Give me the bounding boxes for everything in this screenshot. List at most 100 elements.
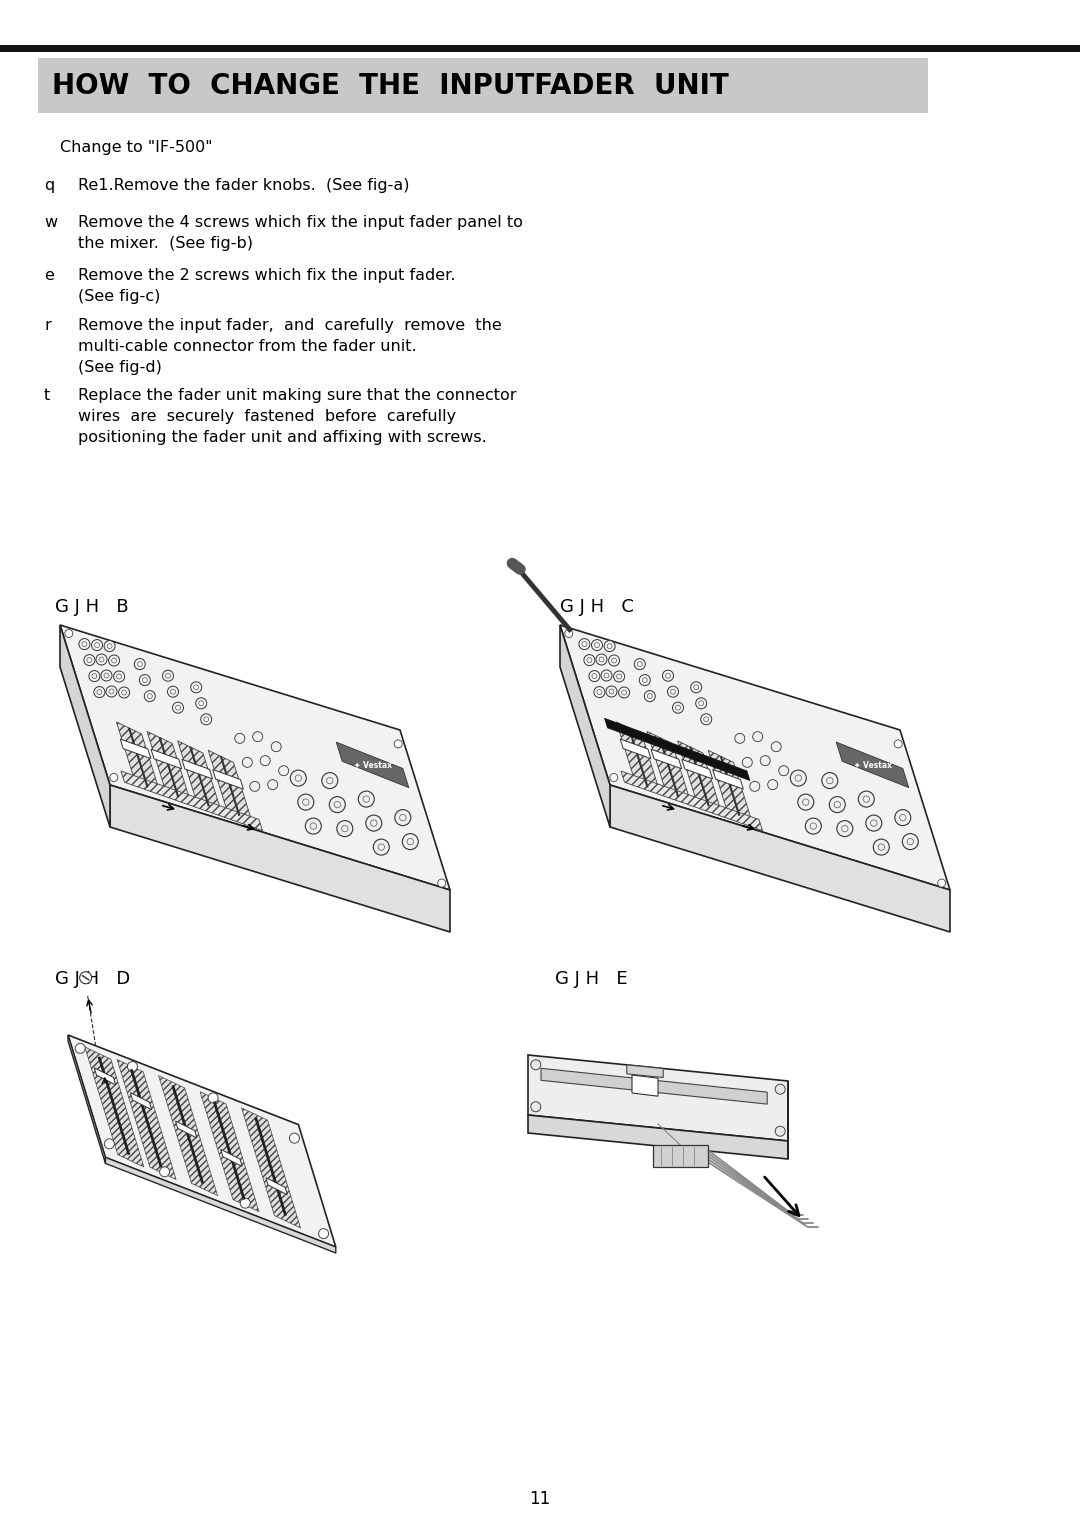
Text: Change to "IF-500": Change to "IF-500" [60,140,213,156]
Circle shape [208,1093,218,1103]
Circle shape [279,766,288,775]
Circle shape [859,790,875,807]
Circle shape [673,702,684,713]
Text: Replace the fader unit making sure that the connector
wires  are  securely  fast: Replace the fader unit making sure that … [78,388,516,446]
Circle shape [79,638,90,650]
Text: q: q [44,179,54,192]
Polygon shape [159,1076,217,1196]
Polygon shape [147,731,191,803]
Circle shape [530,1102,541,1112]
Text: 11: 11 [529,1489,551,1508]
Circle shape [822,772,838,789]
Circle shape [771,742,781,752]
Circle shape [604,641,616,652]
Polygon shape [68,1035,106,1163]
Circle shape [619,687,630,697]
Polygon shape [561,626,610,827]
Circle shape [291,771,307,786]
Polygon shape [177,740,221,812]
Circle shape [271,742,281,752]
Circle shape [667,687,678,697]
Text: HOW  TO  CHANGE  THE  INPUTFADER  UNIT: HOW TO CHANGE THE INPUTFADER UNIT [52,72,729,99]
Circle shape [92,639,103,650]
Polygon shape [181,760,213,778]
Circle shape [102,670,112,681]
Circle shape [613,671,624,682]
Circle shape [298,794,314,810]
Circle shape [589,670,599,682]
Circle shape [249,781,260,792]
Circle shape [895,810,910,826]
Circle shape [584,655,595,665]
Circle shape [696,697,706,708]
Text: Remove the 4 screws which fix the input fader panel to
the mixer.  (See fig-b): Remove the 4 screws which fix the input … [78,215,523,250]
Circle shape [322,772,338,789]
Polygon shape [200,1091,259,1212]
Circle shape [134,659,146,670]
Text: G J H   B: G J H B [55,598,129,617]
Circle shape [162,670,174,681]
Circle shape [750,781,760,792]
Circle shape [289,1134,299,1143]
Circle shape [337,821,353,836]
Polygon shape [651,749,681,769]
Polygon shape [681,760,713,778]
Polygon shape [708,751,752,821]
Circle shape [80,972,92,984]
Polygon shape [110,784,450,932]
Circle shape [565,630,572,638]
Text: e: e [44,269,54,282]
Circle shape [753,731,762,742]
Polygon shape [131,1093,151,1109]
Circle shape [779,766,788,775]
Polygon shape [836,742,908,787]
Bar [38,58,928,113]
Circle shape [253,731,262,742]
Polygon shape [626,1065,663,1077]
Circle shape [65,630,72,638]
Text: w: w [44,215,57,230]
Polygon shape [220,1149,242,1166]
Circle shape [610,774,618,781]
Circle shape [84,655,95,665]
Circle shape [94,687,105,697]
Polygon shape [68,1035,336,1247]
Circle shape [234,734,245,743]
Circle shape [701,714,712,725]
Polygon shape [541,1068,767,1105]
Polygon shape [242,1108,300,1228]
Circle shape [768,780,778,789]
Circle shape [89,670,100,682]
Polygon shape [620,739,651,758]
Circle shape [760,755,770,766]
Circle shape [530,1059,541,1070]
Circle shape [374,839,389,855]
Circle shape [113,671,124,682]
Circle shape [866,815,881,832]
Polygon shape [120,739,151,758]
Circle shape [240,1198,251,1209]
Circle shape [691,682,702,693]
Circle shape [902,833,918,850]
Circle shape [268,780,278,789]
Polygon shape [117,1059,176,1180]
Circle shape [201,714,212,725]
Circle shape [742,757,753,768]
Circle shape [606,687,617,697]
Circle shape [402,833,418,850]
Circle shape [600,670,612,681]
Circle shape [106,687,117,697]
Text: t: t [44,388,51,403]
Circle shape [798,794,814,810]
Polygon shape [266,1178,287,1195]
Circle shape [662,670,674,681]
Circle shape [329,797,346,813]
Circle shape [119,687,130,697]
Circle shape [592,639,603,650]
Circle shape [145,691,156,702]
Circle shape [596,655,607,665]
Circle shape [160,1167,170,1177]
Circle shape [394,740,402,748]
Circle shape [366,815,382,832]
Polygon shape [610,784,950,932]
